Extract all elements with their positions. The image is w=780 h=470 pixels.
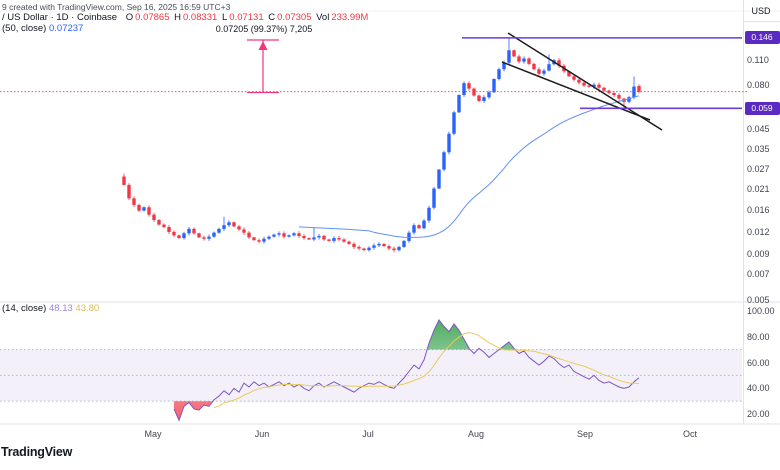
wedge-trendline-1[interactable] <box>507 32 663 131</box>
rsi-band <box>0 349 742 402</box>
ma50-line[interactable] <box>298 95 640 238</box>
rsi-ma-line[interactable] <box>213 332 640 409</box>
wedge-trendline-2[interactable] <box>501 61 651 121</box>
candles <box>122 37 641 253</box>
price-range-tool[interactable] <box>247 39 279 94</box>
price-pane[interactable] <box>122 37 641 253</box>
rsi-line[interactable] <box>173 319 640 422</box>
